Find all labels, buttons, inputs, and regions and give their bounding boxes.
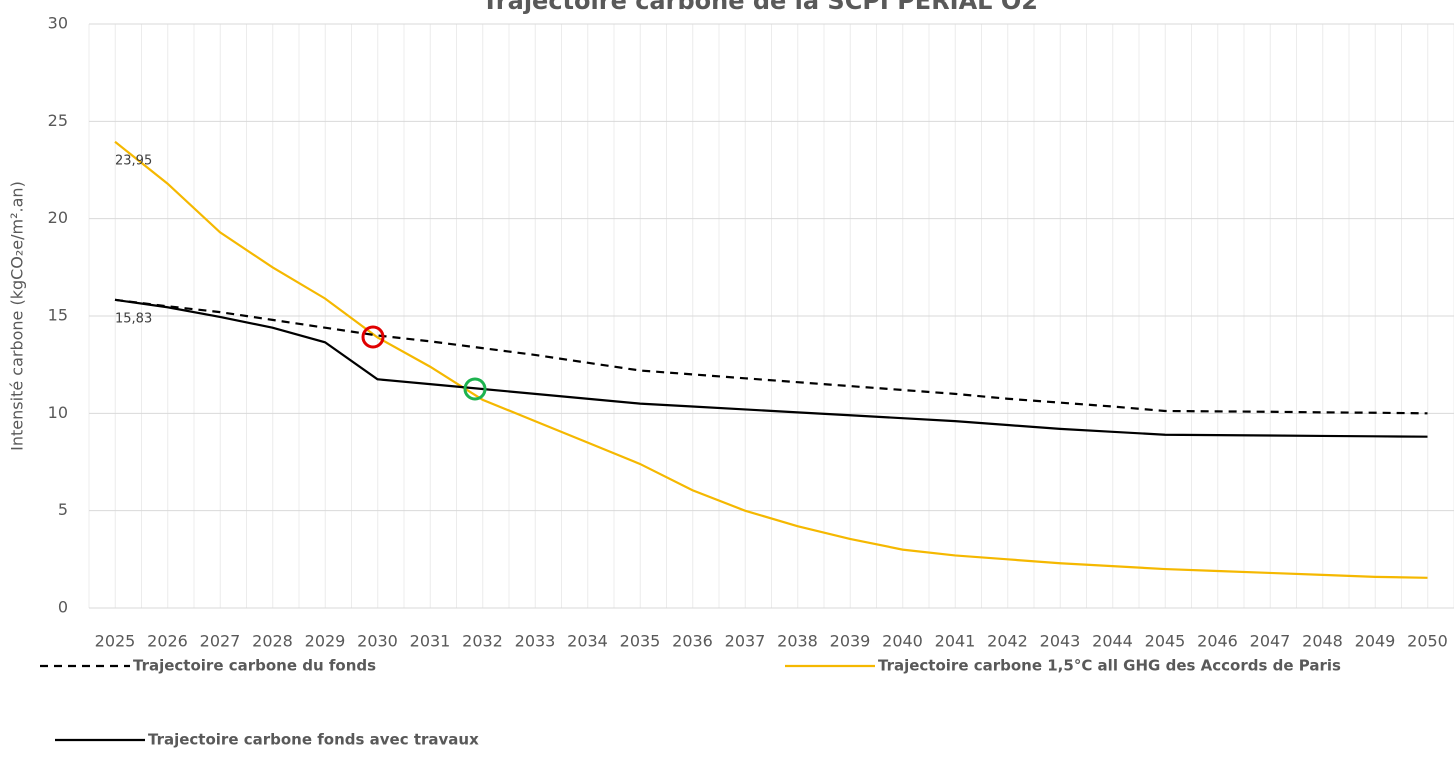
x-tick-label: 2029 bbox=[305, 632, 346, 651]
x-tick-label: 2050 bbox=[1407, 632, 1448, 651]
legend-label: Trajectoire carbone 1,5°C all GHG des Ac… bbox=[878, 657, 1341, 675]
x-tick-label: 2034 bbox=[567, 632, 608, 651]
x-tick-label: 2039 bbox=[830, 632, 871, 651]
x-tick-label: 2033 bbox=[515, 632, 556, 651]
series-line bbox=[114, 298, 1428, 415]
y-tick-label: 0 bbox=[58, 598, 68, 617]
x-tick-label: 2037 bbox=[725, 632, 766, 651]
x-tick-label: 2047 bbox=[1250, 632, 1291, 651]
intersection-marker bbox=[463, 377, 487, 401]
x-tick-label: 2044 bbox=[1092, 632, 1133, 651]
y-tick-label: 15 bbox=[48, 306, 68, 325]
legend-label: Trajectoire carbone du fonds bbox=[133, 657, 376, 675]
x-tick-label: 2031 bbox=[410, 632, 451, 651]
x-tick-label: 2049 bbox=[1355, 632, 1396, 651]
intersection-marker bbox=[361, 325, 385, 349]
x-tick-label: 2028 bbox=[252, 632, 293, 651]
series-line bbox=[114, 140, 1428, 579]
x-tick-label: 2025 bbox=[95, 632, 136, 651]
legend-label: Trajectoire carbone fonds avec travaux bbox=[148, 731, 479, 749]
x-tick-label: 2043 bbox=[1040, 632, 1081, 651]
y-tick-label: 5 bbox=[58, 500, 68, 519]
x-tick-label: 2038 bbox=[777, 632, 818, 651]
y-tick-label: 20 bbox=[48, 208, 68, 227]
x-tick-label: 2048 bbox=[1302, 632, 1343, 651]
x-tick-label: 2027 bbox=[200, 632, 241, 651]
x-tick-label: 2045 bbox=[1145, 632, 1186, 651]
x-tick-label: 2040 bbox=[882, 632, 923, 651]
x-tick-label: 2030 bbox=[357, 632, 398, 651]
chart-title: Trajectoire carbone de la SCPI PERIAL O2 bbox=[482, 0, 1038, 15]
x-tick-label: 2036 bbox=[672, 632, 713, 651]
y-tick-label: 30 bbox=[48, 14, 68, 33]
x-tick-label: 2046 bbox=[1197, 632, 1238, 651]
x-tick-label: 2042 bbox=[987, 632, 1028, 651]
x-tick-label: 2035 bbox=[620, 632, 661, 651]
y-tick-label: 10 bbox=[48, 403, 68, 422]
y-tick-label: 25 bbox=[48, 111, 68, 130]
data-label: 23,95 bbox=[115, 153, 152, 168]
x-tick-label: 2026 bbox=[147, 632, 188, 651]
x-tick-label: 2041 bbox=[935, 632, 976, 651]
series-line bbox=[114, 298, 1428, 438]
x-tick-label: 2032 bbox=[462, 632, 503, 651]
data-label: 15,83 bbox=[115, 311, 152, 326]
y-axis-label: Intensité carbone (kgCO₂e/m².an) bbox=[8, 181, 27, 451]
